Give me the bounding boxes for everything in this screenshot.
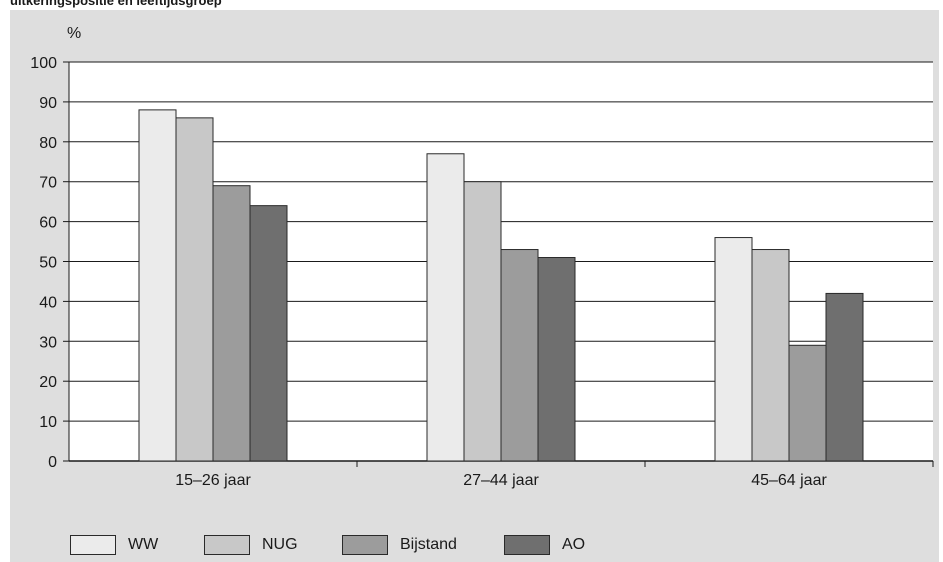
legend-swatch-nug <box>204 535 250 555</box>
y-axis-unit-label: % <box>67 25 81 42</box>
y-tick-label: 50 <box>39 255 57 272</box>
x-tick-label: 45–64 jaar <box>751 472 827 489</box>
y-tick-label: 80 <box>39 135 57 152</box>
bar <box>212 185 251 462</box>
x-tick-label: 15–26 jaar <box>175 472 251 489</box>
legend-swatch-bijstand <box>342 535 388 555</box>
legend-item-bijstand: Bijstand <box>342 535 504 555</box>
chart-title: uitkeringspositie en leeftijdsgroep <box>10 0 222 8</box>
bar <box>500 249 539 462</box>
legend-label-nug: NUG <box>262 536 298 553</box>
y-tick-label: 0 <box>48 454 57 471</box>
x-tick-label: 27–44 jaar <box>463 472 539 489</box>
bar <box>175 117 214 462</box>
legend-item-ao: AO <box>504 535 585 555</box>
header-strip: uitkeringspositie en leeftijdsgroep <box>0 0 943 10</box>
y-tick-label: 20 <box>39 374 57 391</box>
y-tick-label: 10 <box>39 414 57 431</box>
bar <box>463 181 502 462</box>
bar <box>825 292 864 462</box>
legend-label-ao: AO <box>562 536 586 553</box>
y-tick-label: 90 <box>39 95 57 112</box>
bar <box>249 205 288 462</box>
legend-item-ww: WW <box>70 535 204 555</box>
bar <box>426 153 465 462</box>
legend-swatch-ww <box>70 535 116 555</box>
bar <box>714 237 753 462</box>
bar <box>138 109 177 462</box>
bar <box>751 249 790 462</box>
y-tick-label: 70 <box>39 175 57 192</box>
legend-item-nug: NUG <box>204 535 342 555</box>
legend-swatch-ao <box>504 535 550 555</box>
legend: WW NUG Bijstand AO <box>70 533 585 557</box>
y-tick-label: 100 <box>30 55 57 72</box>
legend-label-ww: WW <box>128 536 159 553</box>
y-tick-label: 30 <box>39 334 57 351</box>
y-tick-label: 40 <box>39 294 57 311</box>
y-tick-label: 60 <box>39 215 57 232</box>
bar <box>537 257 576 462</box>
legend-label-bijstand: Bijstand <box>400 536 457 553</box>
bar <box>788 344 827 462</box>
